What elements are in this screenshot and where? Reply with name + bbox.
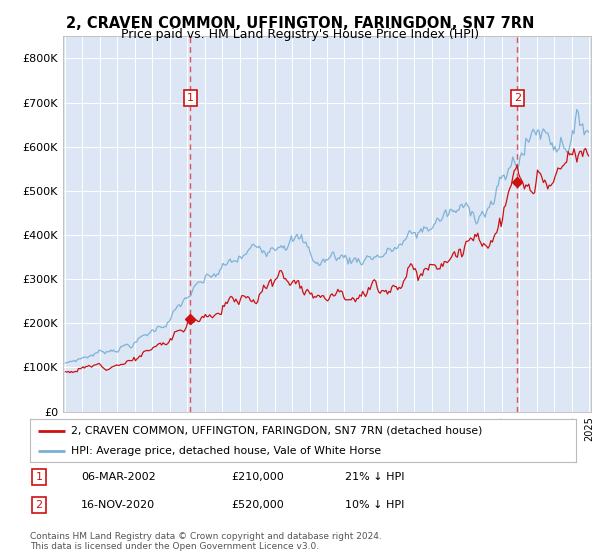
Text: 16-NOV-2020: 16-NOV-2020 — [81, 500, 155, 510]
Text: 21% ↓ HPI: 21% ↓ HPI — [345, 472, 404, 482]
Text: £210,000: £210,000 — [231, 472, 284, 482]
Text: 1: 1 — [187, 93, 194, 103]
Text: 2, CRAVEN COMMON, UFFINGTON, FARINGDON, SN7 7RN: 2, CRAVEN COMMON, UFFINGTON, FARINGDON, … — [66, 16, 534, 31]
Text: 2: 2 — [35, 500, 43, 510]
Text: 10% ↓ HPI: 10% ↓ HPI — [345, 500, 404, 510]
Text: Contains HM Land Registry data © Crown copyright and database right 2024.
This d: Contains HM Land Registry data © Crown c… — [30, 531, 382, 551]
Text: 2: 2 — [514, 93, 521, 103]
Text: 2, CRAVEN COMMON, UFFINGTON, FARINGDON, SN7 7RN (detached house): 2, CRAVEN COMMON, UFFINGTON, FARINGDON, … — [71, 426, 482, 436]
Text: HPI: Average price, detached house, Vale of White Horse: HPI: Average price, detached house, Vale… — [71, 446, 381, 455]
Text: £520,000: £520,000 — [231, 500, 284, 510]
Text: 06-MAR-2002: 06-MAR-2002 — [81, 472, 156, 482]
Text: 1: 1 — [35, 472, 43, 482]
Text: Price paid vs. HM Land Registry's House Price Index (HPI): Price paid vs. HM Land Registry's House … — [121, 28, 479, 41]
